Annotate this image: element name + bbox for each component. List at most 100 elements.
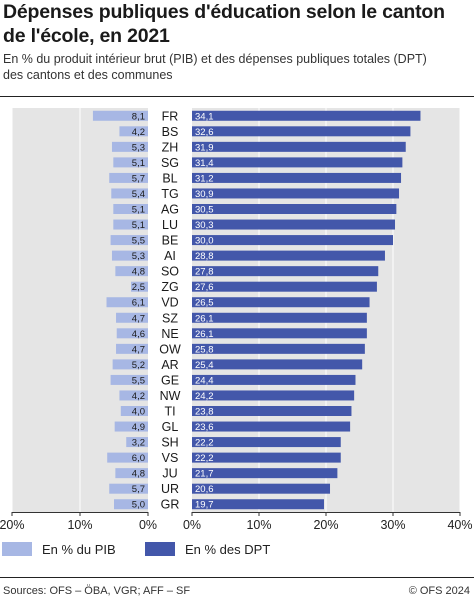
data-label-pib: 5,3 <box>132 142 145 153</box>
data-label-pib: 4,8 <box>132 267 145 278</box>
data-label-dpt: 19,7 <box>195 500 214 511</box>
category-label: BL <box>162 171 177 185</box>
data-label-dpt: 30,9 <box>195 189 214 200</box>
bar-dpt <box>192 204 397 214</box>
right-tick-label: 30% <box>380 518 405 532</box>
bar-pib <box>110 235 148 246</box>
category-label: BS <box>162 125 179 139</box>
legend-label-pib: En % du PIB <box>42 541 116 557</box>
data-label-dpt: 30,0 <box>195 236 214 247</box>
chart-title: Dépenses publiques d'éducation selon le … <box>3 0 471 48</box>
data-label-dpt: 25,8 <box>195 344 214 355</box>
category-label: OW <box>159 342 181 356</box>
category-label: VS <box>162 451 179 465</box>
data-label-pib: 4,9 <box>132 422 145 433</box>
data-label-pib: 5,4 <box>132 189 145 200</box>
data-label-dpt: 24,2 <box>195 391 214 402</box>
data-label-pib: 4,2 <box>132 391 145 402</box>
category-label: GL <box>162 420 179 434</box>
bar-dpt <box>192 343 365 354</box>
data-label-pib: 6,0 <box>132 453 145 464</box>
bar-dpt <box>192 297 370 308</box>
data-label-dpt: 31,9 <box>195 142 214 153</box>
bar-pib <box>114 499 148 510</box>
data-label-dpt: 22,2 <box>195 438 214 449</box>
category-label: LU <box>162 218 178 232</box>
legend-item-dpt: En % des DPT <box>145 540 270 558</box>
category-label: ZG <box>161 280 178 294</box>
data-label-dpt: 34,1 <box>195 111 214 122</box>
bar-dpt <box>192 219 396 230</box>
bar-chart: 8,1 34,1 FR 4,2 32,6 BS 5,3 31,9 ZH 5,1 31,4 SG 5,7 3… <box>0 108 473 532</box>
footer-rule <box>0 577 474 578</box>
header-rule <box>0 96 474 97</box>
chart-title-line-1: Dépenses publiques d'éducation selon le … <box>3 1 445 23</box>
legend-swatch-pib <box>2 542 32 556</box>
bar-pib <box>112 359 148 370</box>
bar-pib <box>106 297 148 308</box>
bar-pib <box>116 328 148 339</box>
chart-subtitle: En % du produit intérieur brut (PIB) et … <box>3 51 471 83</box>
data-label-dpt: 28,8 <box>195 251 214 262</box>
data-label-dpt: 25,4 <box>195 360 214 371</box>
category-label: NE <box>161 327 178 341</box>
data-label-pib: 4,2 <box>132 127 145 138</box>
bar-dpt <box>192 172 402 183</box>
bar-pib <box>113 219 148 230</box>
category-label: NW <box>160 389 181 403</box>
bar-dpt <box>192 483 331 494</box>
bar-dpt <box>192 452 341 463</box>
data-label-dpt: 26,1 <box>195 329 214 340</box>
category-label: TG <box>161 187 178 201</box>
bar-dpt <box>192 188 400 199</box>
bar-dpt <box>192 328 367 339</box>
data-label-pib: 5,1 <box>132 220 145 231</box>
data-label-pib: 5,5 <box>132 375 145 386</box>
bar-dpt <box>192 110 421 121</box>
right-tick-label: 10% <box>246 518 271 532</box>
data-label-dpt: 26,5 <box>195 298 214 309</box>
data-label-pib: 6,1 <box>132 298 145 309</box>
bar-pib <box>113 204 148 214</box>
category-label: SZ <box>162 311 178 325</box>
data-label-dpt: 21,7 <box>195 469 214 480</box>
data-label-pib: 5,1 <box>132 158 145 169</box>
bar-pib <box>116 312 148 323</box>
footer-source: Sources: OFS – ÖBA, VGR; AFF – SF <box>3 585 191 597</box>
left-tick-label: 0% <box>139 518 157 532</box>
bar-dpt <box>192 406 352 416</box>
bar-pib <box>113 157 148 168</box>
data-label-pib: 4,7 <box>132 313 145 324</box>
right-tick-label: 20% <box>313 518 338 532</box>
bar-dpt <box>192 374 356 385</box>
category-label: ZH <box>162 140 179 154</box>
bar-dpt <box>192 235 393 246</box>
legend-item-pib: En % du PIB <box>2 540 116 558</box>
data-label-pib: 4,0 <box>132 407 145 418</box>
bar-dpt <box>192 250 385 261</box>
bar-dpt <box>192 157 403 168</box>
chart-title-line-2: de l'école, en 2021 <box>3 25 170 47</box>
data-label-dpt: 20,6 <box>195 484 214 495</box>
data-label-dpt: 27,8 <box>195 267 214 278</box>
data-label-pib: 5,0 <box>132 500 145 511</box>
bar-pib <box>111 141 148 152</box>
category-label: GE <box>161 373 179 387</box>
category-label: AR <box>161 358 178 372</box>
legend-swatch-dpt <box>145 542 175 556</box>
category-label: SG <box>161 156 179 170</box>
left-tick-label: 20% <box>0 518 25 532</box>
data-label-dpt: 30,5 <box>195 205 214 216</box>
bar-dpt <box>192 421 351 432</box>
data-label-dpt: 27,6 <box>195 282 214 293</box>
bar-dpt <box>192 141 406 152</box>
bar-pib <box>109 172 148 183</box>
bar-pib <box>126 437 148 448</box>
data-label-pib: 5,3 <box>132 251 145 262</box>
data-label-dpt: 23,8 <box>195 407 214 418</box>
footer-copyright: © OFS 2024 <box>408 585 470 597</box>
category-label: JU <box>162 467 177 481</box>
bar-pib <box>111 250 148 261</box>
bar-dpt <box>192 312 367 323</box>
legend-label-dpt: En % des DPT <box>185 541 271 557</box>
